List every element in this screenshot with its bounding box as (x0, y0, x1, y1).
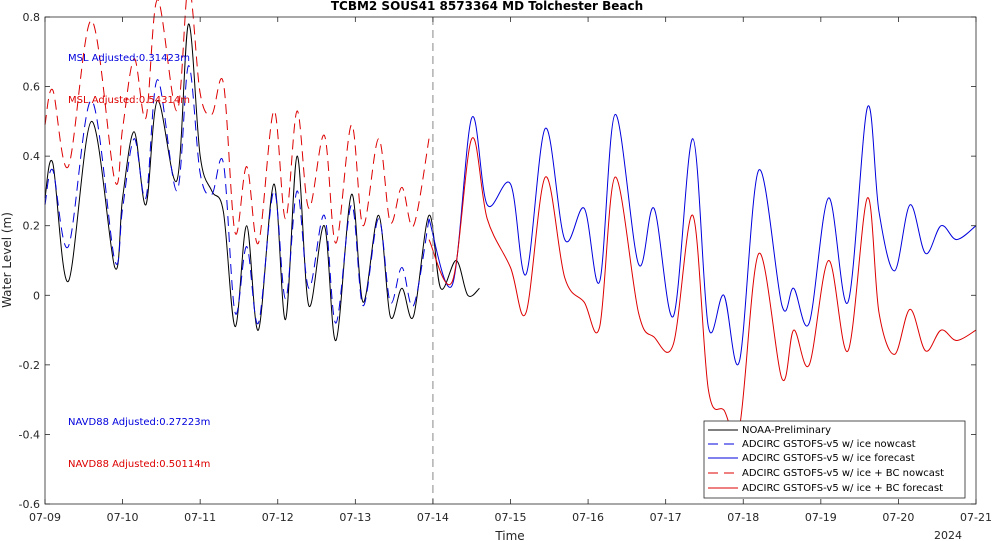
x-tick-label: 07-10 (107, 511, 139, 524)
series-bc-nowcast (44, 0, 430, 244)
series-ice-nowcast (44, 65, 430, 324)
x-tick-label: 07-19 (805, 511, 837, 524)
chart-title: TCBM2 SOUS41 8573364 MD Tolchester Beach (331, 0, 643, 13)
x-tick-label: 07-11 (184, 511, 216, 524)
y-axis-label: Water Level (m) (0, 212, 14, 308)
legend-entry-ice-forecast: ADCIRC GSTOFS-v5 w/ ice forecast (742, 453, 915, 464)
legend-entry-bc-forecast: ADCIRC GSTOFS-v5 w/ ice + BC forecast (742, 483, 943, 494)
y-tick-label: 0.6 (23, 81, 41, 94)
x-tick-label: 07-16 (572, 511, 604, 524)
series-ice-forecast (428, 105, 977, 366)
legend-entry-noaa: NOAA-Preliminary (742, 425, 831, 436)
x-year-label: 2024 (934, 529, 962, 541)
x-tick-label: 07-21 (960, 511, 992, 524)
y-tick-label: 0.4 (23, 150, 41, 163)
x-tick-label: 07-15 (495, 511, 527, 524)
x-tick-label: 07-13 (339, 511, 371, 524)
y-tick-label: -0.4 (19, 428, 40, 441)
x-axis-label: Time (494, 529, 524, 541)
legend-entry-ice-nowcast: ADCIRC GSTOFS-v5 w/ ice nowcast (742, 439, 916, 450)
x-tick-label: 07-09 (29, 511, 61, 524)
navd88-adjusted-red: NAVD88 Adjusted:0.50114m (68, 459, 210, 470)
y-tick-label: 0 (33, 289, 40, 302)
series-noaa-preliminary (44, 23, 480, 342)
legend-entry-bc-nowcast: ADCIRC GSTOFS-v5 w/ ice + BC nowcast (742, 468, 944, 479)
y-tick-label: 0.8 (23, 11, 41, 24)
axis-ticks: 07-09 07-10 07-11 07-12 07-13 07-14 07-15 07-16… (19, 11, 992, 524)
x-tick-label: 07-12 (262, 511, 294, 524)
x-tick-label: 07-17 (650, 511, 682, 524)
y-tick-label: -0.2 (19, 359, 40, 372)
x-tick-label: 07-20 (882, 511, 914, 524)
x-tick-label: 07-18 (727, 511, 759, 524)
x-tick-label: 07-14 (417, 511, 449, 524)
msl-adjusted-blue: MSL Adjusted:0.31423m (68, 53, 190, 64)
series-lines (44, 0, 977, 438)
msl-adjusted-red: MSL Adjusted:0.54314m (68, 95, 190, 106)
legend-swatches (708, 429, 738, 489)
navd88-adjusted-blue: NAVD88 Adjusted:0.27223m (68, 417, 210, 428)
legend-box (703, 420, 966, 499)
y-tick-label: 0.2 (23, 220, 41, 233)
legend: NOAA-Preliminary ADCIRC GSTOFS-v5 w/ ice… (703, 420, 966, 499)
y-tick-label: -0.6 (19, 498, 40, 511)
series-bc-forecast (428, 137, 977, 438)
